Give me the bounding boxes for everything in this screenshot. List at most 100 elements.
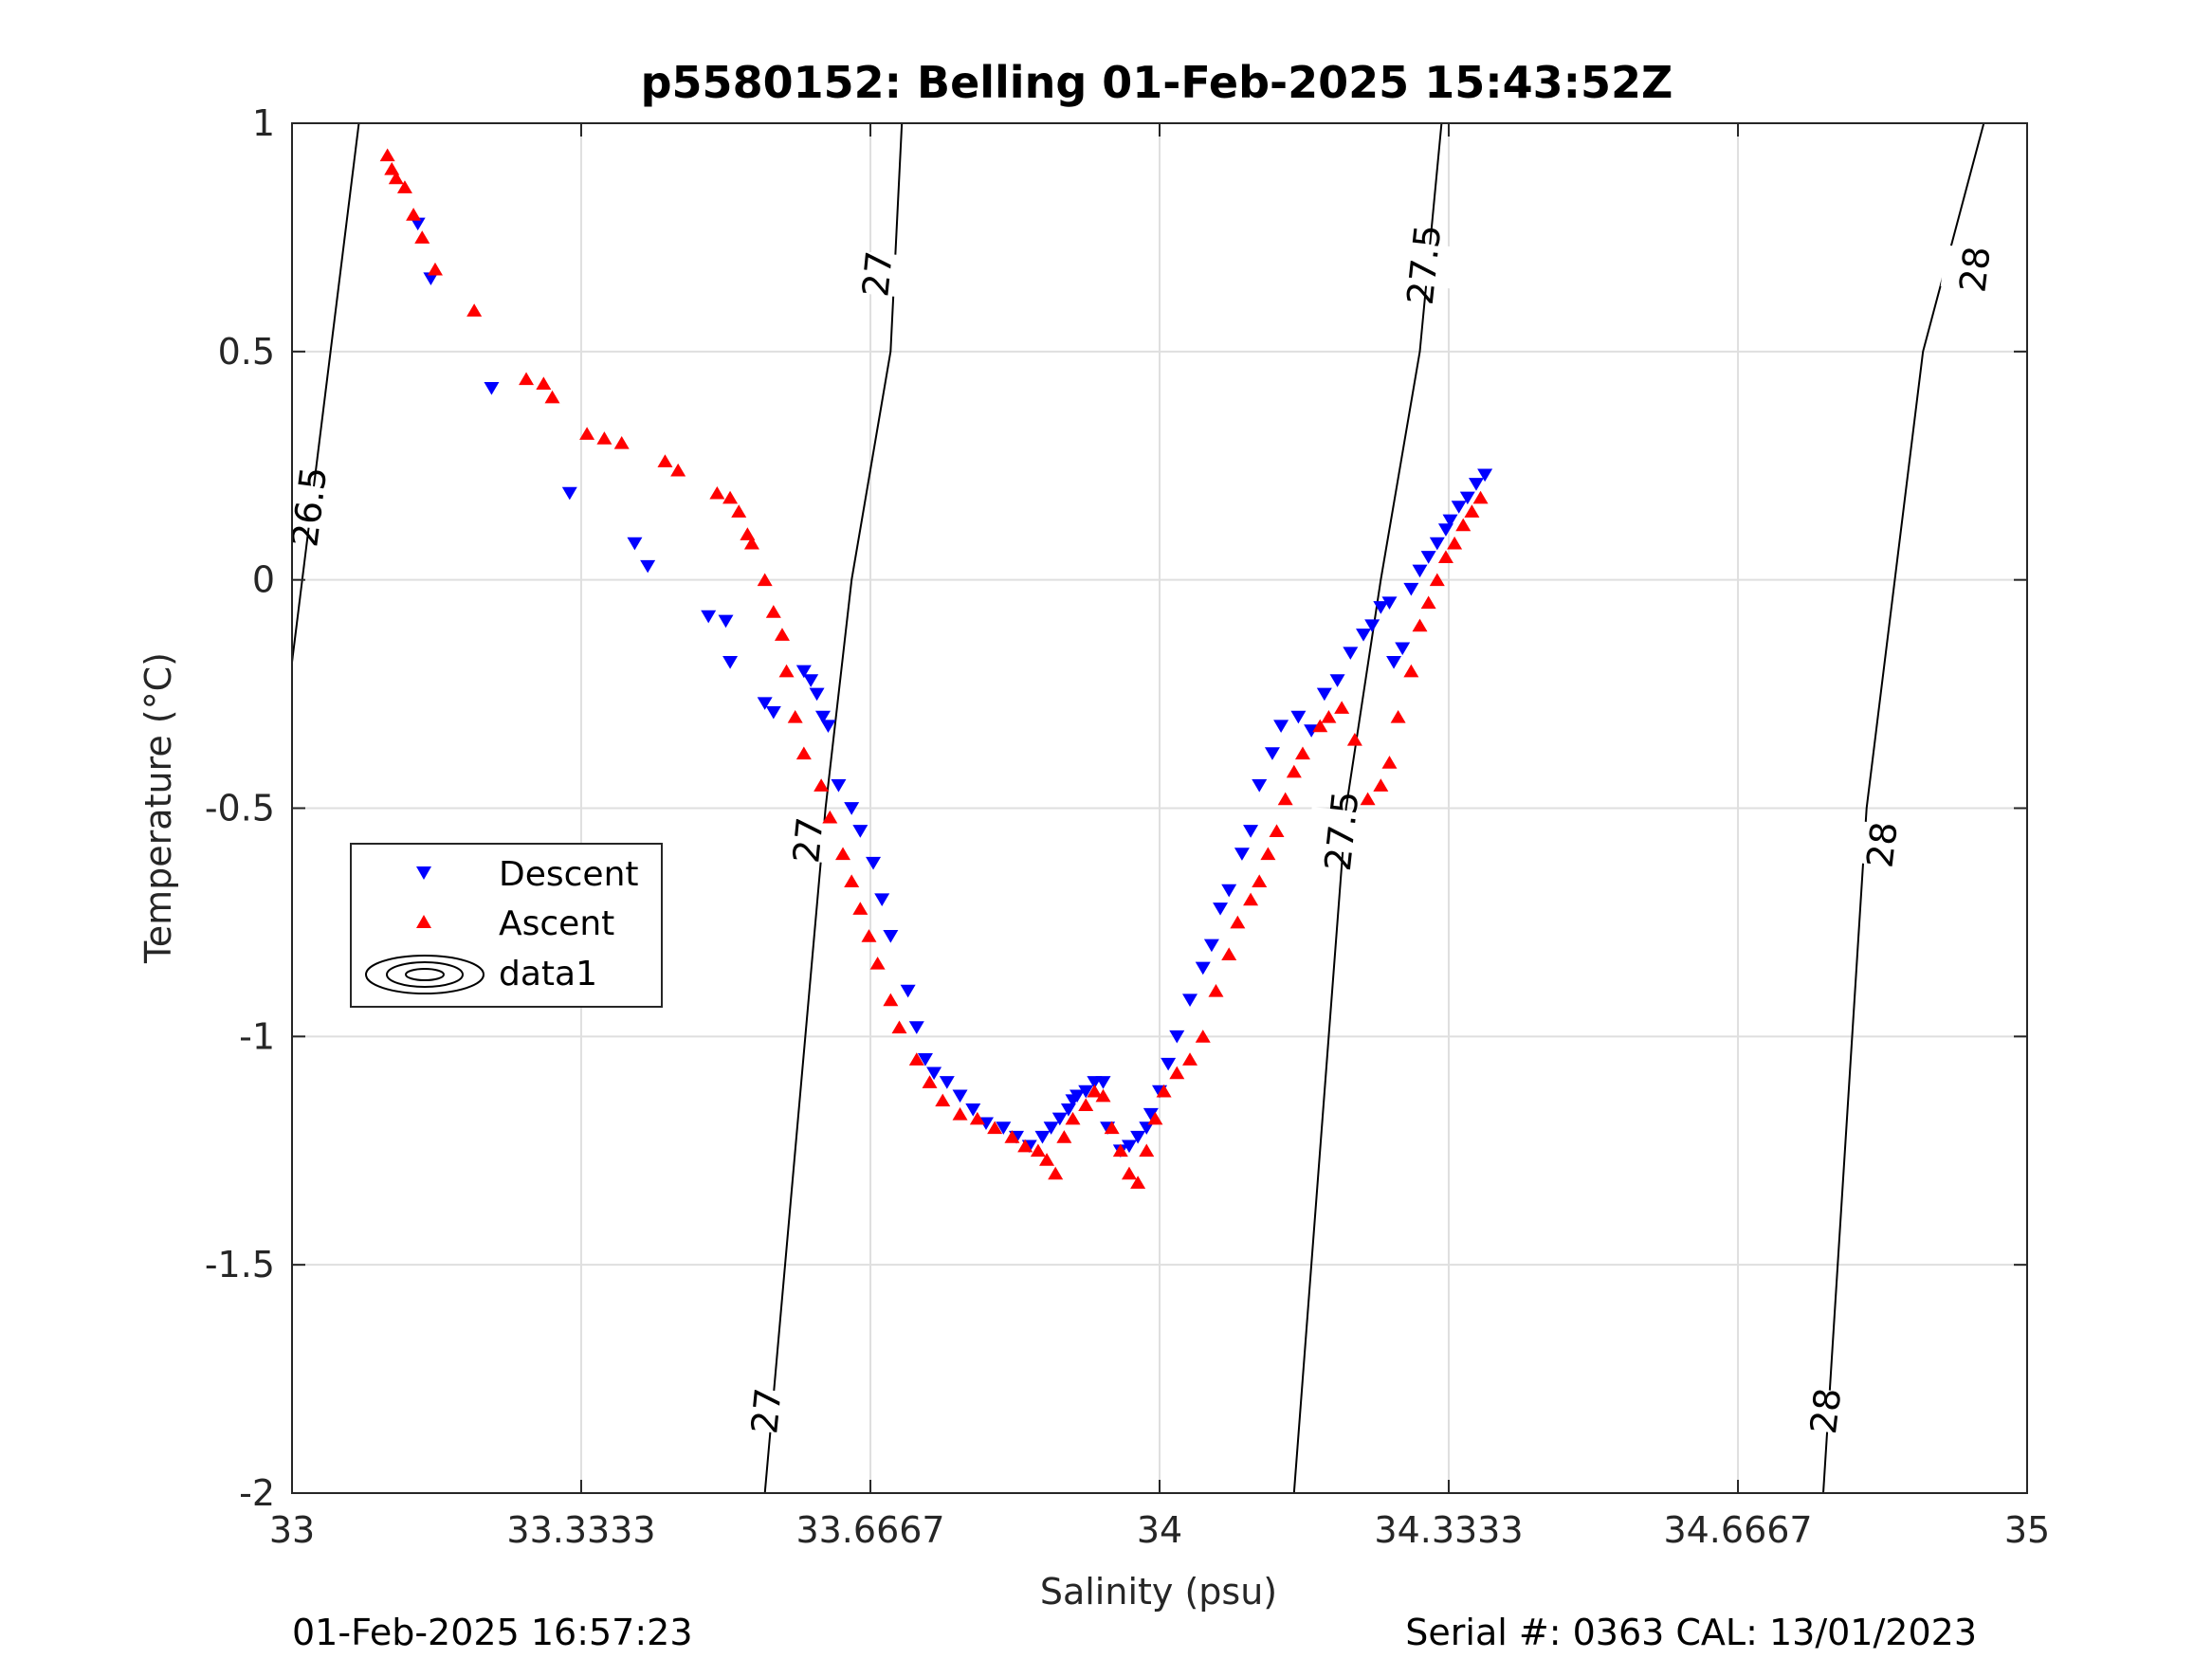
- x-tick-label: 35: [2004, 1509, 2050, 1551]
- ascent-point: [1065, 1111, 1081, 1125]
- ascent-point: [852, 902, 868, 915]
- ascent-point: [1195, 1030, 1211, 1043]
- descent-point: [908, 1021, 924, 1034]
- ascent-point: [883, 993, 899, 1007]
- descent-point: [831, 779, 847, 793]
- ascent-point: [795, 746, 812, 760]
- descent-point: [996, 1121, 1012, 1135]
- ascent-point: [1078, 1098, 1094, 1111]
- x-tick-label: 34.3333: [1374, 1509, 1523, 1551]
- ascent-point: [1243, 892, 1259, 906]
- ascent-point: [1429, 573, 1445, 587]
- legend-ascent-label: Ascent: [499, 904, 614, 943]
- descent-point: [883, 929, 899, 943]
- ascent-point: [1420, 595, 1436, 610]
- ascent-point: [757, 573, 773, 587]
- ascent-point: [1221, 947, 1237, 961]
- descent-point: [1273, 720, 1289, 733]
- ascent-point: [952, 1107, 968, 1121]
- descent-point: [1290, 710, 1307, 724]
- contour-label: 27: [854, 249, 901, 299]
- ascent-point: [1147, 1111, 1163, 1125]
- descent-point: [814, 710, 831, 724]
- ascent-point: [1260, 847, 1276, 861]
- descent-point: [1203, 939, 1219, 953]
- footer-serial-cal: Serial #: 0363 CAL: 13/01/2023: [1405, 1612, 1977, 1653]
- descent-point: [1051, 1112, 1068, 1126]
- ascent-point: [406, 208, 422, 221]
- contour-label: 28: [1951, 245, 1998, 295]
- ascent-point: [384, 161, 400, 175]
- footer-timestamp: 01-Feb-2025 16:57:23: [292, 1612, 693, 1653]
- descent-point: [1468, 478, 1484, 491]
- ascent-point: [1056, 1130, 1072, 1143]
- ascent-point: [1334, 701, 1350, 714]
- descent-point: [1182, 994, 1198, 1007]
- contour-label: 27: [743, 1386, 790, 1435]
- ascent-point: [544, 390, 560, 404]
- descent-point: [1034, 1130, 1051, 1144]
- ascent-point: [1004, 1130, 1020, 1143]
- ascent-point: [1277, 792, 1293, 806]
- x-tick-label: 33.6667: [795, 1509, 944, 1551]
- descent-point: [627, 537, 643, 551]
- ascent-point: [388, 171, 404, 185]
- descent-point: [1213, 902, 1229, 916]
- ascent-point: [613, 435, 630, 449]
- legend-ascent-marker: [416, 915, 431, 928]
- ascent-point: [987, 1121, 1003, 1135]
- descent-point: [1364, 619, 1380, 633]
- data-points: [379, 148, 1493, 1189]
- descent-point: [1095, 1076, 1111, 1089]
- legend-descent-label: Descent: [499, 855, 639, 894]
- ascent-point: [740, 527, 756, 540]
- ascent-point: [1455, 518, 1472, 532]
- descent-point: [1459, 491, 1475, 505]
- ascent-point: [1403, 664, 1419, 678]
- ascent-point: [670, 463, 686, 477]
- descent-point: [1161, 1057, 1177, 1071]
- descent-point: [1329, 674, 1345, 687]
- ascent-point: [396, 180, 412, 193]
- descent-point: [965, 1103, 981, 1117]
- descent-point: [1069, 1089, 1086, 1103]
- descent-point: [939, 1076, 955, 1089]
- ascent-point: [1156, 1084, 1172, 1098]
- descent-point: [1395, 642, 1411, 656]
- ascent-point: [1017, 1139, 1033, 1153]
- descent-point: [1442, 514, 1458, 528]
- descent-point: [1386, 655, 1402, 669]
- contour-label: 27.5: [1399, 223, 1450, 307]
- descent-point: [1221, 884, 1237, 898]
- descent-point: [1243, 825, 1259, 838]
- descent-point: [844, 802, 860, 815]
- ascent-point: [1048, 1166, 1064, 1180]
- ascent-point: [835, 847, 851, 861]
- descent-point: [1060, 1103, 1076, 1117]
- descent-point: [1043, 1121, 1059, 1135]
- ascent-point: [1230, 915, 1246, 929]
- contour-label: 28: [1802, 1386, 1849, 1436]
- descent-point: [917, 1053, 933, 1066]
- descent-point: [866, 856, 882, 870]
- legend-data1-label: data1: [499, 955, 597, 994]
- ascent-point: [1321, 709, 1337, 723]
- x-tick-label: 34.6667: [1663, 1509, 1812, 1551]
- descent-point: [926, 1066, 942, 1081]
- ascent-point: [1252, 874, 1268, 887]
- ascent-point: [1472, 490, 1489, 504]
- ascent-point: [519, 372, 535, 386]
- y-tick-label: -1.5: [205, 1244, 275, 1285]
- ascent-point: [722, 490, 739, 504]
- x-axis-ticks: 33 33.3333 33.6667 34 34.3333 34.6667 35: [269, 123, 2050, 1551]
- descent-point: [1477, 468, 1493, 483]
- ascent-point: [869, 957, 886, 970]
- descent-point: [820, 720, 836, 733]
- legend: Descent Ascent data1: [350, 843, 663, 1008]
- descent-point: [1195, 961, 1211, 975]
- x-axis-label: Salinity (psu): [1040, 1571, 1277, 1613]
- x-tick-label: 33: [269, 1509, 315, 1551]
- contour-label: 27: [785, 815, 832, 865]
- descent-point: [718, 614, 734, 629]
- descent-point: [722, 655, 739, 669]
